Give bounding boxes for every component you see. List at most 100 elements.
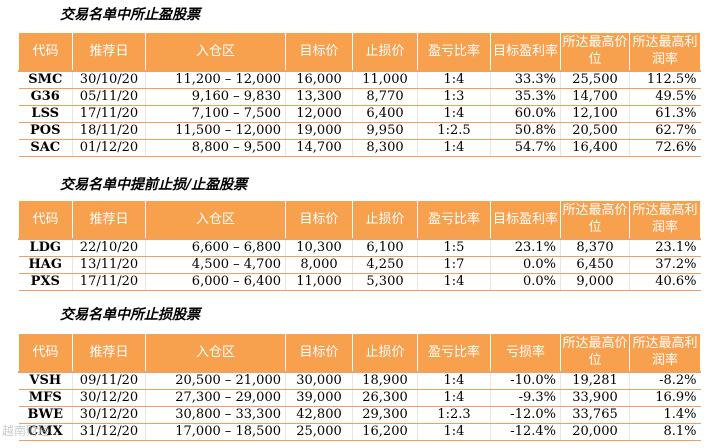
cell-highest-price: 16,400 (560, 139, 630, 157)
cell-stop-loss: 9,950 (352, 122, 418, 140)
cell-entry-zone: 11,200 – 12,000 (145, 69, 286, 89)
cell-risk-reward: 1:2.5 (417, 122, 491, 140)
cell-highest-price: 6,450 (560, 256, 630, 274)
cell-target-price: 12,000 (285, 105, 353, 123)
cell-risk-reward: 1:4 (417, 273, 491, 291)
cell-loss-rate: -12.4% (490, 423, 561, 441)
cell-highest-return: 23.1% (629, 237, 701, 257)
cell-target-return: 23.1% (490, 237, 561, 257)
cell-risk-reward: 1:4 (417, 370, 491, 390)
table-header-row: 代码 推荐日 入仓区 目标价 止损价 盈亏比率 目标盈利率 所达最高价位 所达最… (18, 32, 701, 71)
cell-target-price: 13,300 (285, 88, 353, 106)
cell-highest-price: 25,500 (560, 69, 630, 89)
cell-code: PXS (18, 273, 73, 291)
cell-target-return: 54.7% (490, 139, 561, 157)
cell-target-price: 11,000 (285, 273, 353, 291)
cell-highest-price: 20,500 (560, 122, 630, 140)
cell-stop-loss: 8,770 (352, 88, 418, 106)
header-entry-zone: 入仓区 (145, 32, 286, 71)
header-highest-return: 所达最高利润率 (629, 32, 701, 71)
cell-date: 30/12/20 (72, 406, 146, 424)
header-recommend-date: 推荐日 (72, 333, 146, 372)
cell-target-return: 35.3% (490, 88, 561, 106)
cell-highest-price: 20,000 (560, 423, 630, 441)
cell-target-return: 0.0% (490, 256, 561, 274)
cell-date: 01/12/20 (72, 139, 146, 157)
cell-entry-zone: 8,800 – 9,500 (145, 139, 286, 157)
cell-risk-reward: 1:2.3 (417, 406, 491, 424)
cell-highest-price: 9,000 (560, 273, 630, 291)
header-risk-reward: 盈亏比率 (417, 200, 491, 239)
cell-entry-zone: 4,500 – 4,700 (145, 256, 286, 274)
cell-target-price: 8,000 (285, 256, 353, 274)
cell-highest-return: 16.9% (629, 389, 701, 407)
cell-entry-zone: 17,000 – 18,500 (145, 423, 286, 441)
table-row: LSS 17/11/20 7,100 – 7,500 12,000 6,400 … (18, 105, 701, 123)
cell-risk-reward: 1:4 (417, 423, 491, 441)
cell-stop-loss: 26,300 (352, 389, 418, 407)
cell-loss-rate: -9.3% (490, 389, 561, 407)
cell-highest-return: -8.2% (629, 370, 701, 390)
cell-date: 13/11/20 (72, 256, 146, 274)
cell-highest-return: 1.4% (629, 406, 701, 424)
cell-highest-price: 12,100 (560, 105, 630, 123)
cell-target-price: 42,800 (285, 406, 353, 424)
cell-code: CMX (18, 423, 73, 441)
cell-target-price: 25,000 (285, 423, 353, 441)
cell-loss-rate: -12.0% (490, 406, 561, 424)
cell-code: LSS (18, 105, 73, 123)
header-target-price: 目标价 (285, 333, 353, 372)
cell-stop-loss: 5,300 (352, 273, 418, 291)
cell-code: VSH (18, 370, 73, 390)
cell-highest-return: 49.5% (629, 88, 701, 106)
cell-stop-loss: 6,400 (352, 105, 418, 123)
cell-target-return: 33.3% (490, 69, 561, 89)
cell-date: 31/12/20 (72, 423, 146, 441)
header-highest-price: 所达最高价位 (560, 32, 630, 71)
table-row: MFS 30/12/20 27,300 – 29,000 39,000 26,3… (18, 389, 701, 407)
cell-code: POS (18, 122, 73, 140)
cell-target-price: 30,000 (285, 370, 353, 390)
cell-entry-zone: 27,300 – 29,000 (145, 389, 286, 407)
header-target-return: 目标盈利率 (490, 32, 561, 71)
cell-target-return: 50.8% (490, 122, 561, 140)
section-title-take-profit: 交易名单中所止盈股票 (60, 7, 200, 23)
header-stop-loss: 止损价 (352, 333, 418, 372)
table-row: G36 05/11/20 9,160 – 9,830 13,300 8,770 … (18, 88, 701, 106)
cell-date: 30/12/20 (72, 389, 146, 407)
cell-entry-zone: 7,100 – 7,500 (145, 105, 286, 123)
header-code: 代码 (18, 333, 73, 372)
cell-highest-return: 40.6% (629, 273, 701, 291)
cell-entry-zone: 9,160 – 9,830 (145, 88, 286, 106)
cell-highest-price: 19,281 (560, 370, 630, 390)
header-highest-price: 所达最高价位 (560, 333, 630, 372)
table-row: HAG 13/11/20 4,500 – 4,700 8,000 4,250 1… (18, 256, 701, 274)
table-row: PXS 17/11/20 6,000 – 6,400 11,000 5,300 … (18, 273, 701, 291)
cell-highest-price: 33,765 (560, 406, 630, 424)
cell-entry-zone: 30,800 – 33,300 (145, 406, 286, 424)
cell-date: 17/11/20 (72, 105, 146, 123)
header-target-price: 目标价 (285, 200, 353, 239)
cell-loss-rate: -10.0% (490, 370, 561, 390)
table-row: SMC 30/10/20 11,200 – 12,000 16,000 11,0… (18, 69, 701, 89)
header-highest-return: 所达最高利润率 (629, 333, 701, 372)
cell-code: SMC (18, 69, 73, 89)
header-recommend-date: 推荐日 (72, 200, 146, 239)
header-stop-loss: 止损价 (352, 32, 418, 71)
header-entry-zone: 入仓区 (145, 200, 286, 239)
header-stop-loss: 止损价 (352, 200, 418, 239)
cell-target-return: 0.0% (490, 273, 561, 291)
cell-code: SAC (18, 139, 73, 157)
cell-date: 05/11/20 (72, 88, 146, 106)
table-row: SAC 01/12/20 8,800 – 9,500 14,700 8,300 … (18, 139, 701, 157)
cell-risk-reward: 1:4 (417, 389, 491, 407)
cell-risk-reward: 1:5 (417, 237, 491, 257)
cell-entry-zone: 6,600 – 6,800 (145, 237, 286, 257)
cell-date: 09/11/20 (72, 370, 146, 390)
cell-risk-reward: 1:4 (417, 69, 491, 89)
cell-code: MFS (18, 389, 73, 407)
header-code: 代码 (18, 32, 73, 71)
header-code: 代码 (18, 200, 73, 239)
watermark: 越南财经 (2, 424, 51, 438)
header-target-return: 目标盈利率 (490, 200, 561, 239)
